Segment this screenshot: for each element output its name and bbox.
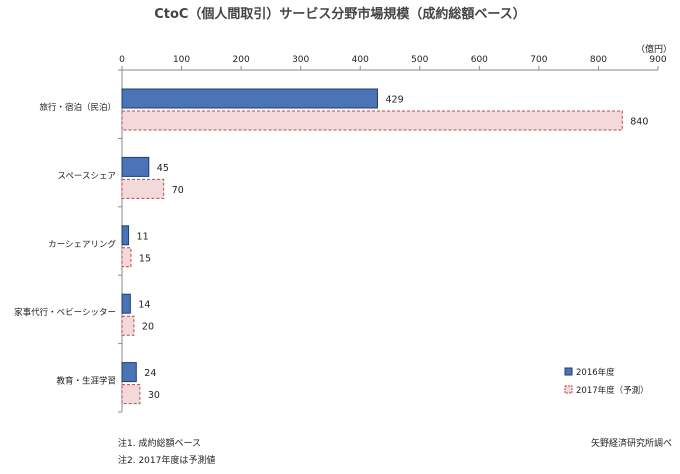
category-label: 家事代行・ベビーシッター — [14, 307, 116, 318]
bar-2017 — [121, 110, 623, 131]
data-label: 24 — [144, 368, 156, 379]
bar-2017 — [121, 247, 132, 268]
bar-2016 — [121, 88, 378, 109]
category-label: カーシェアリング — [48, 239, 116, 250]
x-tick-label: 800 — [590, 55, 607, 65]
x-tick-label: 0 — [119, 55, 125, 65]
category-label: スペースシェア — [58, 171, 116, 181]
bar-2016 — [121, 225, 130, 246]
x-tick-label: 400 — [352, 55, 369, 65]
chart-title: CtoC（個人間取引）サービス分野市場規模（成約総額ベース） — [154, 6, 526, 22]
note-1: 注1. 成約総額ベース — [118, 437, 201, 449]
category-label: 旅行・宿泊（民泊） — [39, 102, 116, 113]
bar-2016 — [121, 293, 131, 314]
x-tick-label: 500 — [411, 55, 428, 65]
note-2: 注2. 2017年度は予測値 — [118, 454, 215, 466]
data-label: 429 — [385, 95, 403, 106]
legend-swatch — [564, 367, 573, 376]
data-label: 15 — [139, 253, 151, 264]
bar-2016 — [121, 156, 150, 177]
bar-2017 — [121, 178, 165, 199]
data-label: 14 — [138, 300, 150, 311]
unit-label: （億円） — [636, 43, 672, 55]
x-tick-label: 900 — [649, 55, 666, 65]
x-tick-label: 100 — [173, 55, 190, 65]
x-tick-label: 300 — [292, 55, 309, 65]
data-label: 840 — [630, 117, 648, 128]
legend-swatch — [564, 385, 573, 394]
legend-label: 2016年度 — [576, 367, 615, 378]
data-label: 30 — [148, 390, 160, 401]
data-label: 45 — [157, 163, 169, 174]
data-label: 20 — [142, 322, 154, 333]
x-tick-label: 600 — [471, 55, 488, 65]
category-labels: 旅行・宿泊（民泊） スペースシェアカーシェアリング家事代行・ベビーシッター教育・生… — [14, 102, 116, 387]
x-tick-label: 700 — [530, 55, 547, 65]
bar-2017 — [121, 315, 135, 336]
legend-label: 2017年度（予測） — [576, 385, 649, 396]
data-label: 70 — [172, 185, 184, 196]
category-label: 教育・生涯学習 — [56, 376, 116, 387]
legend: 2016年度 2017年度（予測） — [564, 367, 649, 396]
data-label: 11 — [137, 231, 149, 242]
bar-2017 — [121, 384, 141, 405]
x-tick-label: 200 — [233, 55, 250, 65]
bar-2016 — [121, 362, 137, 383]
x-axis-ticks: 0 100 200 300 400 500 600 700 800 900 — [119, 55, 667, 70]
source-label: 矢野経済研究所調べ — [591, 437, 672, 449]
